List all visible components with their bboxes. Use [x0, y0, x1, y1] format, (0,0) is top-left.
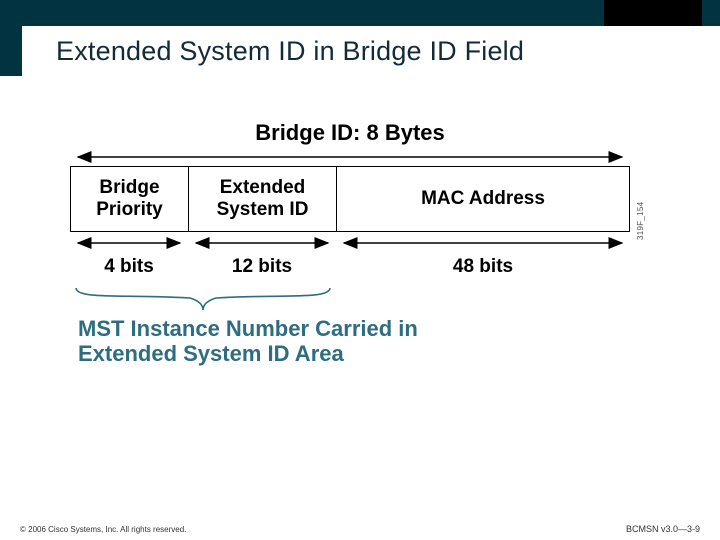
field-label: MAC Address: [421, 188, 545, 210]
side-code: 319F_154: [636, 202, 645, 240]
field-bridge-priority: Bridge Priority: [71, 167, 189, 231]
title-bar: Extended System ID in Bridge ID Field: [22, 26, 720, 76]
top-arrow: [70, 148, 630, 166]
footer-copyright: © 2006 Cisco Systems, Inc. All rights re…: [20, 525, 186, 534]
brace: [70, 284, 336, 312]
field-extended-system-id: Extended System ID: [189, 167, 337, 231]
diagram-top-label: Bridge ID: 8 Bytes: [70, 120, 630, 146]
bits-label: 48 bits: [336, 256, 630, 278]
field-label: Extended System ID: [217, 177, 309, 221]
field-label: Bridge Priority: [96, 177, 163, 221]
field-mac-address: MAC Address: [337, 167, 629, 231]
bits-labels: 4 bits 12 bits 48 bits: [70, 256, 630, 278]
bridge-id-diagram: Bridge ID: 8 Bytes Bridge Priority Exten…: [70, 120, 630, 366]
bits-label: 12 bits: [188, 256, 336, 278]
bits-arrows: [70, 234, 630, 252]
diagram-caption: MST Instance Number Carried in Extended …: [70, 316, 630, 367]
bits-label: 4 bits: [70, 256, 188, 278]
field-row: Bridge Priority Extended System ID MAC A…: [70, 166, 630, 232]
footer-course-code: BCMSN v3.0—3-9: [626, 524, 700, 534]
slide-title: Extended System ID in Bridge ID Field: [56, 36, 524, 67]
footer: © 2006 Cisco Systems, Inc. All rights re…: [0, 516, 720, 540]
